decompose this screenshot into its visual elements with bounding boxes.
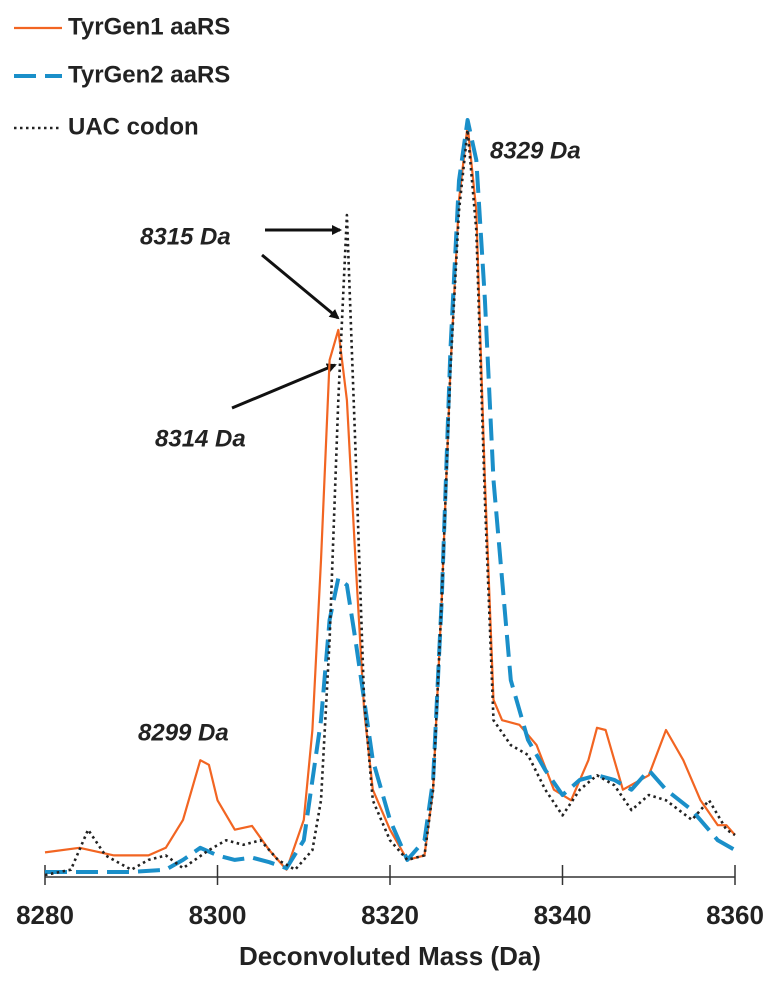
annotation: 8315 Da [140, 223, 231, 250]
x-tick-label: 8300 [189, 900, 247, 930]
series-line [44, 128, 736, 877]
arrow [231, 363, 337, 410]
annotation: 8299 Da [138, 719, 229, 746]
x-tick-label: 8320 [361, 900, 419, 930]
x-tick-label: 8280 [16, 900, 74, 930]
x-tick-label: 8340 [534, 900, 592, 930]
x-axis-label: Deconvoluted Mass (Da) [239, 941, 541, 971]
legend-label: TyrGen1 aaRS [68, 13, 230, 40]
annotation: 8329 Da [490, 137, 581, 164]
legend-label: TyrGen2 aaRS [68, 61, 230, 88]
series-line [45, 118, 736, 874]
arrow [261, 253, 340, 320]
x-tick-label: 8360 [706, 900, 764, 930]
annotation: 8314 Da [155, 425, 246, 452]
legend-label: UAC codon [68, 113, 199, 140]
